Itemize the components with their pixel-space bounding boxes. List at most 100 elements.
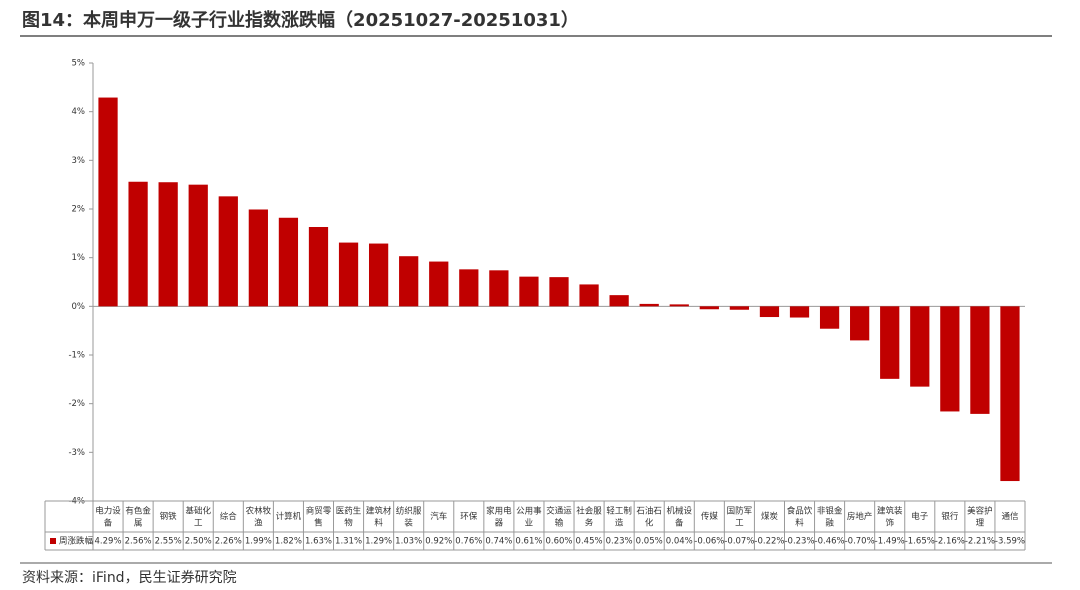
value-label: -0.22%: [754, 537, 784, 547]
x-tick-label: 交通运输: [546, 505, 572, 528]
bar: [970, 306, 990, 414]
x-tick-label: 医药生物: [336, 505, 362, 528]
x-tick-label: 传媒: [701, 511, 719, 522]
bar: [188, 184, 208, 307]
value-label: 0.04%: [666, 537, 693, 547]
y-tick-label: 3%: [72, 156, 86, 166]
x-tick-label: 社会服务: [576, 505, 602, 528]
value-label: -0.06%: [694, 537, 724, 547]
value-label: 0.74%: [485, 537, 512, 547]
value-label: 1.99%: [245, 537, 272, 547]
x-tick-label: 汽车: [430, 511, 447, 522]
bar: [819, 306, 840, 329]
bar: [669, 304, 689, 307]
x-tick-label: 有色金属: [125, 505, 151, 528]
bar: [399, 256, 419, 307]
value-label: -2.21%: [965, 537, 995, 547]
value-label: 1.82%: [275, 537, 302, 547]
bar: [128, 181, 148, 307]
bar: [789, 306, 810, 318]
value-label: 2.50%: [185, 537, 212, 547]
bar: [940, 306, 960, 412]
x-tick-label: 综合: [220, 511, 238, 522]
x-tick-label: 农林牧渔: [246, 505, 272, 528]
bar: [880, 306, 900, 379]
bar: [368, 243, 389, 307]
x-tick-label: 计算机: [276, 511, 302, 522]
y-tick-label: 4%: [72, 107, 86, 117]
x-tick-label: 钢铁: [160, 511, 178, 522]
bar: [98, 97, 118, 307]
x-tick-label: 建筑装饰: [877, 505, 903, 528]
value-label: 0.45%: [576, 537, 603, 547]
value-label: -1.65%: [905, 537, 935, 547]
value-label: -0.23%: [784, 537, 814, 547]
bar: [338, 242, 359, 307]
x-tick-label: 环保: [460, 511, 478, 522]
y-tick-label: -2%: [68, 399, 85, 409]
bar: [1000, 306, 1020, 482]
value-label: 0.61%: [515, 537, 542, 547]
value-label: 0.60%: [545, 537, 572, 547]
bar: [489, 270, 509, 307]
y-tick-label: 2%: [72, 205, 86, 215]
value-label: 0.76%: [455, 537, 482, 547]
value-label: -0.46%: [815, 537, 845, 547]
bar: [699, 306, 719, 310]
y-tick-label: 1%: [72, 253, 86, 263]
x-tick-label: 轻工制造: [606, 505, 632, 528]
value-label: -0.70%: [845, 537, 875, 547]
chart-title: 图14：本周申万一级子行业指数涨跌幅（20251027-20251031）: [22, 9, 579, 31]
value-label: -0.07%: [724, 537, 754, 547]
x-tick-label: 基础化工: [185, 505, 211, 528]
value-label: 4.29%: [95, 537, 122, 547]
value-label: 1.03%: [395, 537, 422, 547]
x-tick-label: 银行: [941, 511, 959, 522]
bar: [459, 269, 479, 307]
bar: [429, 261, 449, 307]
x-tick-label: 纺织服装: [396, 505, 422, 528]
y-tick-label: -3%: [68, 448, 85, 458]
bar: [278, 217, 299, 307]
x-tick-label: 非银金融: [817, 505, 843, 528]
value-label: 2.56%: [125, 537, 152, 547]
x-tick-label: 机械设备: [667, 505, 693, 528]
bar: [248, 209, 268, 307]
x-tick-label: 公用事业: [516, 505, 542, 528]
bar: [729, 306, 750, 310]
x-tick-label: 房地产: [847, 511, 873, 522]
x-tick-label: 商贸零售: [306, 505, 332, 528]
y-tick-label: 5%: [72, 59, 86, 69]
value-label: -3.59%: [995, 537, 1025, 547]
bar: [609, 295, 629, 307]
value-label: 2.26%: [215, 537, 242, 547]
x-tick-label: 食品饮料: [787, 505, 813, 528]
x-tick-label: 电子: [911, 511, 929, 522]
y-tick-label: 0%: [72, 302, 86, 312]
legend-swatch: [50, 538, 56, 544]
value-label: 1.29%: [365, 537, 392, 547]
value-label: 0.05%: [636, 537, 663, 547]
value-label: 1.63%: [305, 537, 332, 547]
bar: [850, 306, 870, 341]
x-tick-label: 国防军工: [727, 505, 753, 528]
bar: [579, 284, 599, 307]
x-tick-label: 通信: [1001, 511, 1019, 522]
bar: [639, 303, 659, 307]
legend-label: 周涨跌幅: [59, 536, 94, 547]
source: 资料来源：iFind，民生证券研究院: [22, 570, 237, 586]
x-tick-label: 美容护理: [967, 505, 993, 528]
x-tick-label: 煤炭: [761, 511, 779, 522]
x-tick-label: 电力设备: [95, 505, 121, 528]
bar: [519, 276, 539, 307]
bar: [308, 227, 329, 307]
value-label: 0.23%: [606, 537, 633, 547]
x-tick-label: 家用电器: [486, 505, 512, 528]
value-label: 2.55%: [155, 537, 182, 547]
x-tick-label: 石油石化: [636, 505, 662, 528]
bar: [549, 277, 569, 307]
bar: [158, 182, 178, 307]
x-tick-label: 建筑材料: [366, 505, 392, 528]
y-tick-label: -1%: [68, 351, 85, 361]
